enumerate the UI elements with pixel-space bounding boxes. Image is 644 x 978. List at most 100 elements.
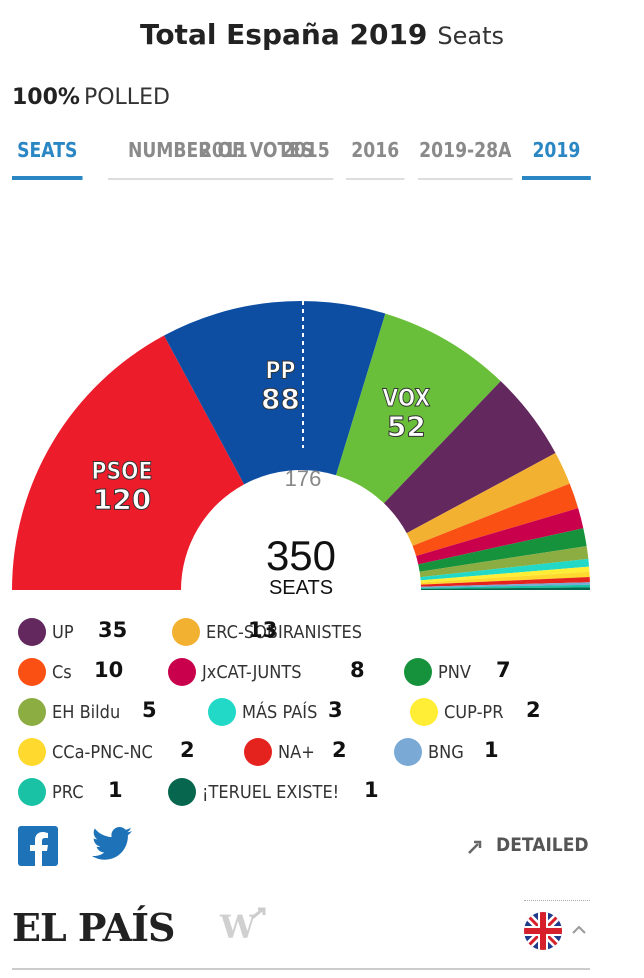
legend-party-name: Cs xyxy=(52,661,72,683)
legend-color-dot xyxy=(394,738,422,766)
legend-item[interactable]: BNG xyxy=(394,736,468,768)
slice-label-name: VOX xyxy=(382,385,430,413)
legend-party-name: ¡TERUEL EXISTE! xyxy=(202,781,340,803)
legend-color-dot xyxy=(18,658,46,686)
facebook-icon[interactable] xyxy=(18,826,58,866)
legend-seat-count: 7 xyxy=(496,658,511,682)
legend-item[interactable]: UP xyxy=(18,616,76,648)
legend-party-name: MÁS PAÍS xyxy=(242,701,318,723)
polled-label: POLLED xyxy=(83,85,170,110)
total-seats-value: 350 xyxy=(266,532,336,579)
slice-m-s-pa-s[interactable] xyxy=(420,558,590,581)
legend-color-dot xyxy=(208,698,236,726)
slice-teruel-existe[interactable] xyxy=(420,587,590,590)
legend-seat-count: 8 xyxy=(350,658,365,682)
tab-2015-label: 2015 xyxy=(281,138,330,162)
tab-2011[interactable]: 2011 xyxy=(198,130,250,178)
legend-seat-count: 5 xyxy=(142,698,157,722)
slice-cup-pr[interactable] xyxy=(420,566,590,583)
polled-status: 100% POLLED xyxy=(12,84,170,110)
legend-party-name: JxCAT-JUNTS xyxy=(202,661,302,683)
divider xyxy=(524,900,590,901)
expand-icon[interactable] xyxy=(466,838,484,856)
slice-jxcat-junts[interactable] xyxy=(416,508,584,565)
legend-seat-count: 2 xyxy=(180,738,195,762)
legend-item[interactable]: PNV xyxy=(404,656,475,688)
tab-2015[interactable]: 2015 xyxy=(280,130,332,178)
legend-item[interactable]: CUP-PR xyxy=(410,696,510,728)
slice-erc-sobiranistes[interactable] xyxy=(406,453,570,546)
legend-seat-count: 1 xyxy=(108,778,123,802)
w-logo[interactable]: W xyxy=(220,908,256,946)
legend-item[interactable]: ¡TERUEL EXISTE! xyxy=(168,776,354,808)
detailed-link[interactable]: DETAILED xyxy=(496,834,589,856)
legend-seat-count: 2 xyxy=(526,698,541,722)
uk-flag-icon[interactable] xyxy=(524,912,562,950)
legend-color-dot xyxy=(18,738,46,766)
legend-item[interactable]: JxCAT-JUNTS xyxy=(168,656,313,688)
slice-na[interactable] xyxy=(420,577,590,587)
tab-2019-28a-label: 2019-28A xyxy=(419,138,512,162)
chevron-up-icon[interactable] xyxy=(572,918,586,939)
legend-color-dot xyxy=(18,778,46,806)
tab-2019[interactable]: 2019 xyxy=(522,130,591,180)
slice-label-value: 52 xyxy=(387,410,426,443)
legend-item[interactable]: Cs xyxy=(18,656,74,688)
tab-number-of-votes[interactable]: NUMBER OF VOTES xyxy=(108,130,334,180)
legend-seat-count: 13 xyxy=(248,618,278,642)
legend-color-dot xyxy=(18,698,46,726)
legend-color-dot xyxy=(244,738,272,766)
el-pais-logo[interactable]: EL PAÍS xyxy=(12,905,175,950)
legend-seat-count: 10 xyxy=(94,658,124,682)
tab-2019-label: 2019 xyxy=(532,138,581,162)
slice-cs[interactable] xyxy=(412,483,579,557)
legend-party-name: CUP-PR xyxy=(444,701,504,723)
majority-label: 176 xyxy=(285,466,322,491)
legend-color-dot xyxy=(404,658,432,686)
tab-2019-28a[interactable]: 2019-28A xyxy=(418,130,513,180)
legend-seat-count: 1 xyxy=(364,778,379,802)
slice-psoe[interactable] xyxy=(12,335,245,590)
legend-color-dot xyxy=(410,698,438,726)
slice-bng[interactable] xyxy=(420,582,590,588)
slice-label-name: PSOE xyxy=(92,458,153,486)
legend-item[interactable]: EH Bildu xyxy=(18,696,128,728)
legend-seat-count: 2 xyxy=(332,738,347,762)
tab-bar: SEATS NUMBER OF VOTES 2011 2015 2016 201… xyxy=(12,130,591,182)
legend-item[interactable]: ERC-SOBIRANISTES xyxy=(172,616,379,648)
legend-item[interactable]: CCa-PNC-NC xyxy=(18,736,164,768)
legend-party-name: UP xyxy=(52,621,74,643)
legend-item[interactable]: NA+ xyxy=(244,736,319,768)
slice-vox[interactable] xyxy=(336,313,501,504)
slice-cca-pnc-nc[interactable] xyxy=(420,571,590,585)
slice-pnv[interactable] xyxy=(418,528,587,572)
slice-up[interactable] xyxy=(383,381,556,534)
legend-seat-count: 35 xyxy=(98,618,128,642)
legend-color-dot xyxy=(168,778,196,806)
legend-color-dot xyxy=(172,618,200,646)
legend-party-name: CCa-PNC-NC xyxy=(52,741,153,763)
legend-seat-count: 3 xyxy=(328,698,343,722)
slice-pp[interactable] xyxy=(164,301,386,485)
tab-seats-label: SEATS xyxy=(17,138,78,162)
slice-label-value: 120 xyxy=(93,483,151,516)
tab-2016-label: 2016 xyxy=(351,138,400,162)
tab-seats[interactable]: SEATS xyxy=(12,130,83,180)
title-row: Total España 2019 Seats xyxy=(0,18,644,51)
legend-color-dot xyxy=(18,618,46,646)
legend-party-name: ERC-SOBIRANISTES xyxy=(206,621,363,643)
slice-prc[interactable] xyxy=(420,584,590,589)
legend-item[interactable]: PRC xyxy=(18,776,87,808)
tab-2016[interactable]: 2016 xyxy=(346,130,405,180)
page-title: Total España 2019 xyxy=(139,18,428,51)
slice-eh-bildu[interactable] xyxy=(419,546,589,578)
bottom-divider xyxy=(12,968,590,970)
chart-slices xyxy=(12,301,590,590)
page-subtitle: Seats xyxy=(437,22,505,50)
legend-party-name: NA+ xyxy=(278,741,315,763)
twitter-icon[interactable] xyxy=(92,826,132,867)
tab-number-of-votes-label: NUMBER OF VOTES xyxy=(127,138,314,162)
legend-item[interactable]: MÁS PAÍS xyxy=(208,696,326,728)
